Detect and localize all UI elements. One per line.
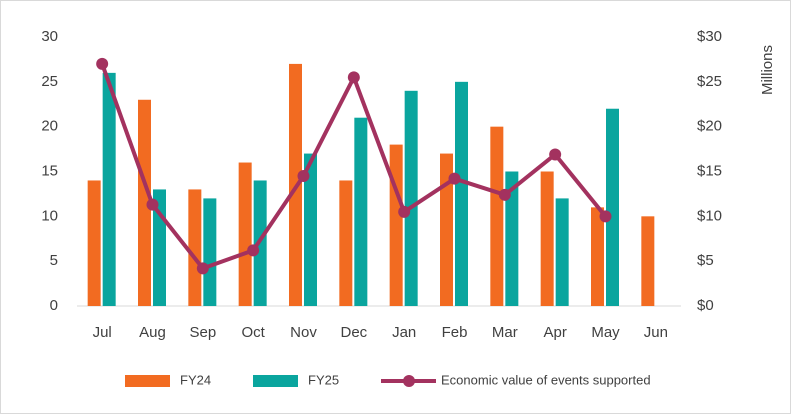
bar [641,216,655,306]
bar [304,153,317,306]
bar [339,180,353,306]
bar [102,72,116,306]
bar [591,207,604,306]
y2-axis-label: Millions [759,45,776,95]
legend-label: FY25 [308,372,339,387]
bar [354,117,368,306]
x-tick-label: Dec [340,324,367,341]
y2-tick-label: $10 [697,207,722,224]
bar [540,171,554,306]
y2-tick-label: $0 [697,297,714,314]
y2-tick-label: $25 [697,73,722,90]
y-tick-label: 30 [41,28,58,45]
bar [404,90,418,306]
line-marker [498,188,511,201]
y2-tick-label: $5 [697,252,714,269]
line-marker [96,57,109,70]
line-marker [297,169,310,182]
x-tick-label: Apr [543,324,566,341]
legend-swatch [253,375,298,387]
line-marker [347,71,360,84]
line-marker [599,210,612,223]
x-tick-label: Aug [139,324,166,341]
bar [440,153,453,306]
legend-label: FY24 [180,372,211,387]
x-tick-label: Mar [492,324,518,341]
line-marker [549,148,562,161]
legend-label: Economic value of events supported [441,372,651,387]
y-tick-label: 10 [41,207,58,224]
legend-marker [403,375,415,387]
y-tick-label: 20 [41,118,58,135]
y-tick-label: 25 [41,73,58,90]
y2-tick-label: $30 [697,28,722,45]
legend-swatch [125,375,170,387]
bar [87,180,101,306]
x-tick-label: Feb [442,324,468,341]
line-marker [196,262,209,275]
bar [389,144,403,306]
y2-tick-label: $15 [697,162,722,179]
x-tick-label: Sep [189,324,216,341]
x-tick-label: Oct [241,324,265,341]
bar [505,171,519,306]
line-marker [448,172,461,185]
bar [606,108,619,306]
y-tick-label: 0 [50,297,58,314]
x-tick-label: Nov [290,324,317,341]
bar [555,198,569,306]
y-tick-label: 5 [50,252,58,269]
bar [138,99,151,307]
bar [203,198,217,306]
x-tick-label: May [591,324,620,341]
bar [490,126,504,307]
line-marker [146,198,159,211]
x-tick-label: Jul [93,324,112,341]
bar [188,189,202,306]
line-marker [247,244,260,257]
x-tick-label: Jan [392,324,416,341]
bar [455,81,468,306]
line-marker [398,205,411,218]
y2-tick-label: $20 [697,118,722,135]
bar [238,162,252,306]
y-tick-label: 15 [41,162,58,179]
x-tick-label: Jun [644,324,668,341]
